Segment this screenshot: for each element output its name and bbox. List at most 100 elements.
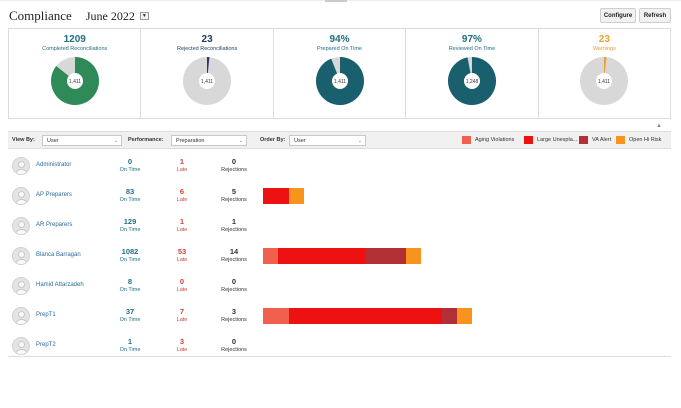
issues-bar[interactable] xyxy=(263,188,304,204)
legend-item[interactable]: VA Alert xyxy=(579,136,611,144)
rejections-metric[interactable]: 5 Rejections xyxy=(214,187,254,203)
issues-bar-segment[interactable] xyxy=(456,308,473,324)
rejections-metric[interactable]: 3 Rejections xyxy=(214,307,254,323)
user-name-link[interactable]: Blanca Barragan xyxy=(36,252,81,258)
performance-value: Preparation xyxy=(176,138,205,144)
issues-bar-segment[interactable] xyxy=(288,308,442,324)
avatar xyxy=(12,217,30,235)
issues-bar-segment[interactable] xyxy=(441,308,457,324)
late-label: Late xyxy=(176,347,188,353)
page-title: Compliance xyxy=(9,8,72,23)
on-time-metric[interactable]: 1 On Time xyxy=(110,337,150,353)
late-count: 3 xyxy=(179,337,185,346)
summary-card[interactable]: 94% Prepared On Time 1,411 xyxy=(274,29,407,118)
user-row: Hamid Attarzadeh 8 On Time 0 Late 0 Rejections xyxy=(8,271,671,301)
issues-bar[interactable] xyxy=(263,248,422,264)
user-row: PrepT2 1 On Time 3 Late 0 Rejections xyxy=(8,331,671,356)
summary-value: 1209 xyxy=(63,34,86,45)
summary-card[interactable]: 97% Reviewed On Time 1,248 xyxy=(406,29,539,118)
issues-bar[interactable] xyxy=(263,308,473,324)
rejections-label: Rejections xyxy=(221,167,247,173)
on-time-count: 1 xyxy=(127,337,133,346)
late-metric[interactable]: 3 Late xyxy=(162,337,202,353)
on-time-metric[interactable]: 8 On Time xyxy=(110,277,150,293)
late-metric[interactable]: 1 Late xyxy=(162,157,202,173)
user-name-link[interactable]: Administrator xyxy=(36,162,72,168)
rejections-label: Rejections xyxy=(221,257,247,263)
late-label: Late xyxy=(176,227,188,233)
summary-value: 94% xyxy=(329,34,350,45)
issues-bar-segment[interactable] xyxy=(263,308,289,324)
summary-card[interactable]: 1209 Completed Reconciliations 1,411 xyxy=(9,29,142,118)
on-time-metric[interactable]: 37 On Time xyxy=(110,307,150,323)
view-by-select[interactable]: User ⌄ xyxy=(42,135,122,146)
user-name-link[interactable]: Hamid Attarzadeh xyxy=(36,282,84,288)
refresh-button[interactable]: Refresh xyxy=(639,8,671,23)
rejections-count: 0 xyxy=(231,277,237,286)
rejections-label: Rejections xyxy=(221,227,247,233)
legend-item[interactable]: Large Unexpla... xyxy=(524,136,577,144)
summary-cards: 1209 Completed Reconciliations 1,411 23 Reje… xyxy=(8,28,671,119)
summary-value: 23 xyxy=(201,34,213,45)
donut-center-label: 1,411 xyxy=(69,79,81,85)
summary-card[interactable]: 23 Rejected Reconciliations 1,411 xyxy=(141,29,274,118)
rejections-metric[interactable]: 0 Rejections xyxy=(214,157,254,173)
configure-button[interactable]: Configure xyxy=(600,8,636,23)
user-row: PrepT1 37 On Time 7 Late 3 Rejections xyxy=(8,301,671,331)
late-count: 0 xyxy=(179,277,185,286)
donut-chart[interactable]: 1,248 xyxy=(446,55,498,107)
user-name-link[interactable]: PrepT1 xyxy=(36,312,56,318)
late-metric[interactable]: 0 Late xyxy=(162,277,202,293)
summary-value: 23 xyxy=(598,34,610,45)
rejections-metric[interactable]: 0 Rejections xyxy=(214,337,254,353)
donut-chart[interactable]: 1,411 xyxy=(49,55,101,107)
late-count: 53 xyxy=(177,247,187,256)
donut-hole xyxy=(331,73,348,89)
rejections-metric[interactable]: 1 Rejections xyxy=(214,217,254,233)
summary-label: Completed Reconciliations xyxy=(42,46,108,52)
order-by-select[interactable]: User ⌄ xyxy=(289,135,366,146)
avatar xyxy=(12,247,30,265)
rejections-count: 14 xyxy=(229,247,239,256)
summary-card[interactable]: 23 Warnings 1,411 xyxy=(539,29,670,118)
issues-bar-segment[interactable] xyxy=(288,188,304,204)
on-time-metric[interactable]: 1082 On Time xyxy=(110,247,150,263)
donut-chart[interactable]: 1,411 xyxy=(578,55,630,107)
donut-chart[interactable]: 1,411 xyxy=(314,55,366,107)
late-metric[interactable]: 1 Late xyxy=(162,217,202,233)
issues-bar-segment[interactable] xyxy=(263,248,279,264)
rejections-label: Rejections xyxy=(221,317,247,323)
on-time-label: On Time xyxy=(119,317,141,323)
rejections-metric[interactable]: 14 Rejections xyxy=(214,247,254,263)
collapse-up-icon[interactable]: ▲ xyxy=(656,123,662,129)
user-name-link[interactable]: AP Preparers xyxy=(36,192,72,198)
late-metric[interactable]: 53 Late xyxy=(162,247,202,263)
on-time-metric[interactable]: 83 On Time xyxy=(110,187,150,203)
rejections-metric[interactable]: 0 Rejections xyxy=(214,277,254,293)
issues-bar-segment[interactable] xyxy=(278,248,365,264)
rejections-count: 3 xyxy=(231,307,237,316)
on-time-metric[interactable]: 129 On Time xyxy=(110,217,150,233)
chevron-down-icon: ▼ xyxy=(141,13,147,19)
issues-bar-segment[interactable] xyxy=(364,248,406,264)
on-time-metric[interactable]: 0 On Time xyxy=(110,157,150,173)
legend-item[interactable]: Open Hi Risk xyxy=(616,136,661,144)
period-dropdown-button[interactable]: ▼ xyxy=(139,12,149,20)
legend-swatch xyxy=(462,136,471,144)
legend-item[interactable]: Aging Violations xyxy=(462,136,514,144)
issues-bar-segment[interactable] xyxy=(263,188,289,204)
late-metric[interactable]: 7 Late xyxy=(162,307,202,323)
late-metric[interactable]: 6 Late xyxy=(162,187,202,203)
rejections-count: 1 xyxy=(231,217,237,226)
rejections-label: Rejections xyxy=(221,347,247,353)
legend-swatch xyxy=(579,136,588,144)
user-name-link[interactable]: AR Preparers xyxy=(36,222,73,228)
user-row: Blanca Barragan 1082 On Time 53 Late 14 Reject… xyxy=(8,241,671,271)
donut-chart[interactable]: 1,411 xyxy=(181,55,233,107)
issues-bar-segment[interactable] xyxy=(405,248,422,264)
view-by-value: User xyxy=(47,138,59,144)
user-name-link[interactable]: PrepT2 xyxy=(36,342,56,348)
user-row: AR Preparers 129 On Time 1 Late 1 Rejections xyxy=(8,211,671,241)
performance-select[interactable]: Preparation ⌄ xyxy=(171,135,247,146)
donut-hole xyxy=(596,73,613,89)
